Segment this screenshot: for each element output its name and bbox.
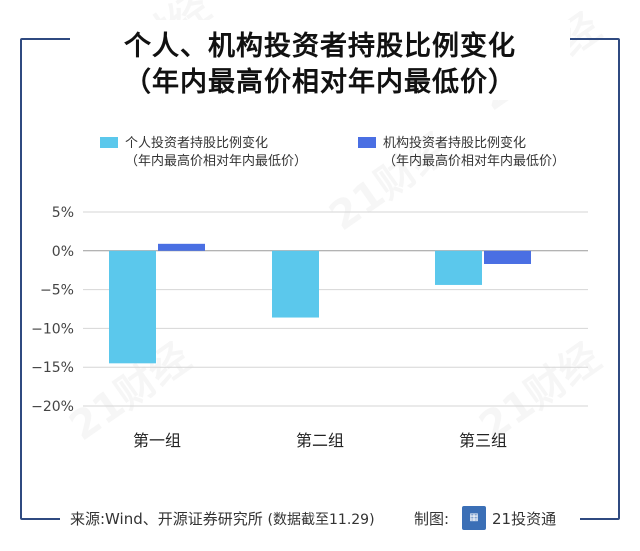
x-tick-label: 第二组 — [296, 431, 344, 450]
footer-background — [60, 505, 580, 535]
y-tick-label: 5% — [52, 205, 74, 221]
y-tick-label: −20% — [31, 399, 74, 415]
legend-swatch-institution — [358, 137, 376, 148]
y-tick-label: 0% — [52, 244, 74, 260]
footer-source: 来源:Wind、开源证券研究所 — [70, 510, 263, 528]
x-tick-label: 第一组 — [133, 431, 181, 450]
chart-subtitle: （年内最高价相对年内最低价） — [124, 67, 516, 98]
chart-title: 个人、机构投资者持股比例变化 — [124, 31, 516, 62]
footer-maker-name: 21投资通 — [492, 510, 557, 528]
footer-maker-label: 制图: — [414, 510, 450, 528]
title-background — [70, 20, 570, 100]
bar-personal-1 — [109, 250, 156, 364]
bar-personal-3 — [435, 250, 482, 285]
footer-note: (数据截至11.29) — [267, 512, 375, 528]
bar-institution-3 — [484, 250, 531, 264]
legend-sub-institution: （年内最高价相对年内最低价） — [383, 154, 566, 169]
legend-swatch-personal — [100, 137, 118, 148]
legend-label-personal: 个人投资者持股比例变化 — [125, 136, 269, 151]
bar-institution-1 — [158, 243, 205, 251]
legend-label-institution: 机构投资者持股比例变化 — [383, 136, 527, 151]
logo-icon: ▦ — [462, 506, 486, 530]
y-tick-label: −5% — [40, 283, 74, 299]
y-tick-label: −15% — [31, 360, 74, 376]
bar-personal-2 — [272, 250, 319, 318]
x-tick-label: 第三组 — [459, 431, 507, 450]
legend-sub-personal: （年内最高价相对年内最低价） — [125, 154, 308, 169]
y-tick-label: −10% — [31, 321, 74, 337]
